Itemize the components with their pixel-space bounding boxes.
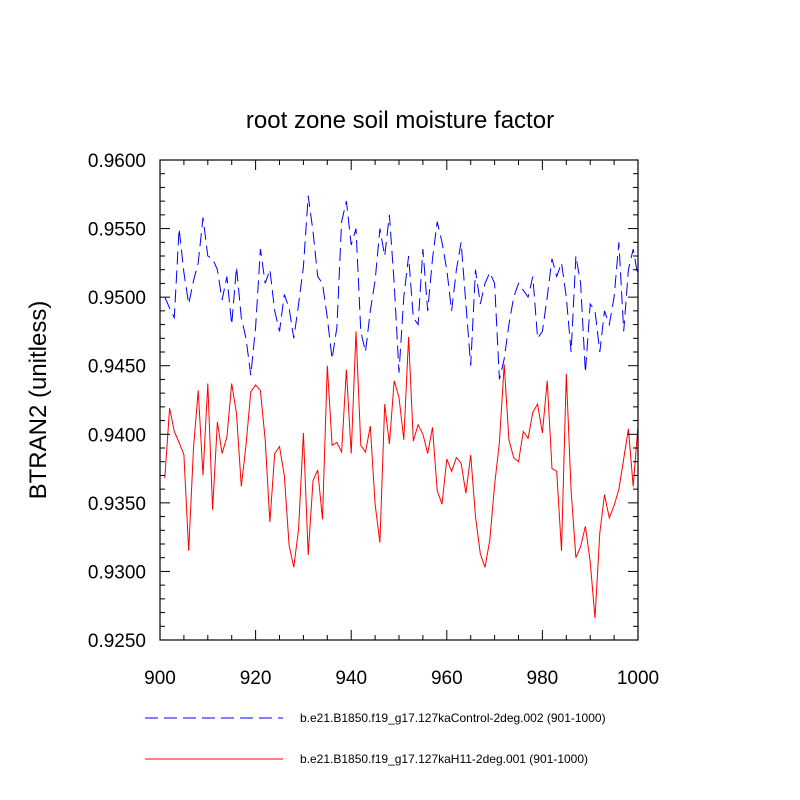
x-tick-label: 900 [144, 668, 176, 689]
y-tick-label: 0.9600 [88, 151, 146, 172]
y-tick-label: 0.9550 [88, 220, 146, 241]
x-tick-label: 960 [431, 668, 463, 689]
x-tick-label: 1000 [617, 668, 659, 689]
y-tick-label: 0.9400 [88, 425, 146, 446]
tick-labels: 900 920 940 960 980 1000 0.9250 0.9300 0.9350 0.9… [88, 151, 659, 689]
series-line-2 [164, 331, 639, 619]
y-axis-label: BTRAN2 (unitless) [25, 301, 52, 500]
chart-title: root zone soil moisture factor [246, 107, 554, 134]
x-tick-label: 920 [240, 668, 272, 689]
y-tick-label: 0.9350 [88, 494, 146, 515]
y-tick-label: 0.9500 [88, 288, 146, 309]
series-layer [164, 195, 639, 619]
legend: b.e21.B1850.f19_g17.127kaControl-2deg.00… [145, 711, 606, 766]
legend-label-1: b.e21.B1850.f19_g17.127kaControl-2deg.00… [300, 711, 606, 725]
series-line-1 [164, 195, 639, 380]
x-tick-label: 940 [335, 668, 367, 689]
y-tick-label: 0.9450 [88, 357, 146, 378]
axis-ticks [159, 159, 639, 641]
y-tick-label: 0.9250 [88, 631, 146, 652]
x-tick-label: 980 [527, 668, 559, 689]
legend-label-2: b.e21.B1850.f19_g17.127kaH11-2deg.001 (9… [300, 752, 588, 766]
y-tick-label: 0.9300 [88, 562, 146, 583]
plot-frame [159, 159, 639, 641]
